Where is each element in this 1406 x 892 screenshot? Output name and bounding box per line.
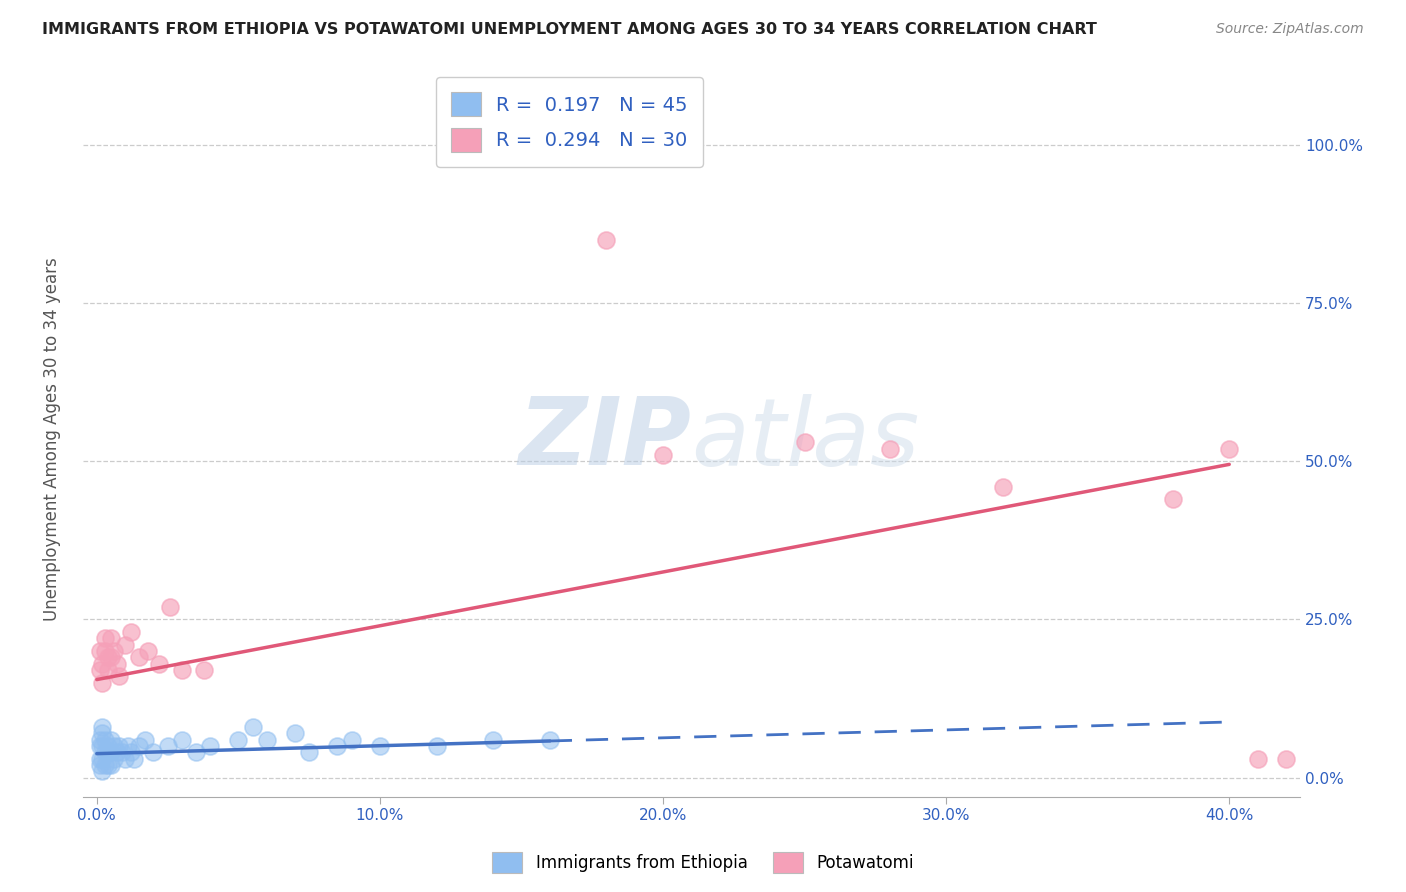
Point bbox=[170, 732, 193, 747]
Point bbox=[89, 732, 111, 747]
Point bbox=[91, 720, 114, 734]
Point bbox=[91, 764, 114, 779]
Point bbox=[193, 663, 215, 677]
Point bbox=[97, 650, 120, 665]
Point bbox=[156, 739, 179, 753]
Point bbox=[94, 632, 117, 646]
Point bbox=[136, 644, 159, 658]
Point bbox=[91, 726, 114, 740]
Point bbox=[340, 732, 363, 747]
Point bbox=[108, 739, 131, 753]
Point bbox=[100, 745, 122, 759]
Point bbox=[425, 739, 447, 753]
Point bbox=[142, 745, 165, 759]
Point bbox=[793, 435, 815, 450]
Point bbox=[595, 233, 617, 247]
Point bbox=[134, 732, 156, 747]
Point bbox=[120, 745, 142, 759]
Point bbox=[103, 752, 125, 766]
Point bbox=[298, 745, 321, 759]
Point bbox=[94, 745, 117, 759]
Point bbox=[128, 739, 150, 753]
Point bbox=[103, 739, 125, 753]
Point bbox=[148, 657, 170, 671]
Point bbox=[198, 739, 221, 753]
Point bbox=[105, 745, 128, 759]
Point bbox=[482, 732, 505, 747]
Text: atlas: atlas bbox=[692, 393, 920, 484]
Point bbox=[89, 644, 111, 658]
Point bbox=[114, 752, 136, 766]
Point bbox=[100, 632, 122, 646]
Point bbox=[91, 675, 114, 690]
Point bbox=[652, 448, 675, 462]
Point bbox=[100, 732, 122, 747]
Point bbox=[326, 739, 349, 753]
Text: Source: ZipAtlas.com: Source: ZipAtlas.com bbox=[1216, 22, 1364, 37]
Point bbox=[538, 732, 561, 747]
Point bbox=[94, 758, 117, 772]
Point bbox=[122, 752, 145, 766]
Point bbox=[879, 442, 901, 456]
Point bbox=[117, 739, 139, 753]
Point bbox=[170, 663, 193, 677]
Point bbox=[1275, 752, 1298, 766]
Point bbox=[184, 745, 207, 759]
Y-axis label: Unemployment Among Ages 30 to 34 years: Unemployment Among Ages 30 to 34 years bbox=[44, 257, 60, 621]
Point bbox=[256, 732, 278, 747]
Point bbox=[991, 479, 1014, 493]
Point bbox=[111, 745, 134, 759]
Point bbox=[100, 650, 122, 665]
Point bbox=[94, 644, 117, 658]
Point bbox=[1246, 752, 1268, 766]
Legend: Immigrants from Ethiopia, Potawatomi: Immigrants from Ethiopia, Potawatomi bbox=[486, 846, 920, 880]
Point bbox=[105, 657, 128, 671]
Point bbox=[103, 644, 125, 658]
Point bbox=[1218, 442, 1240, 456]
Point bbox=[284, 726, 307, 740]
Point bbox=[108, 669, 131, 683]
Point bbox=[89, 752, 111, 766]
Point bbox=[120, 625, 142, 640]
Text: ZIP: ZIP bbox=[519, 393, 692, 485]
Point bbox=[242, 720, 264, 734]
Text: IMMIGRANTS FROM ETHIOPIA VS POTAWATOMI UNEMPLOYMENT AMONG AGES 30 TO 34 YEARS CO: IMMIGRANTS FROM ETHIOPIA VS POTAWATOMI U… bbox=[42, 22, 1097, 37]
Legend: R =  0.197   N = 45, R =  0.294   N = 30: R = 0.197 N = 45, R = 0.294 N = 30 bbox=[436, 77, 703, 167]
Point bbox=[91, 752, 114, 766]
Point bbox=[100, 758, 122, 772]
Point bbox=[128, 650, 150, 665]
Point bbox=[89, 739, 111, 753]
Point bbox=[89, 758, 111, 772]
Point bbox=[97, 663, 120, 677]
Point bbox=[159, 599, 181, 614]
Point bbox=[91, 739, 114, 753]
Point bbox=[94, 732, 117, 747]
Point bbox=[368, 739, 391, 753]
Point bbox=[1161, 492, 1184, 507]
Point bbox=[89, 663, 111, 677]
Point bbox=[228, 732, 250, 747]
Point bbox=[97, 758, 120, 772]
Point bbox=[91, 657, 114, 671]
Point bbox=[97, 745, 120, 759]
Point bbox=[114, 638, 136, 652]
Point bbox=[97, 739, 120, 753]
